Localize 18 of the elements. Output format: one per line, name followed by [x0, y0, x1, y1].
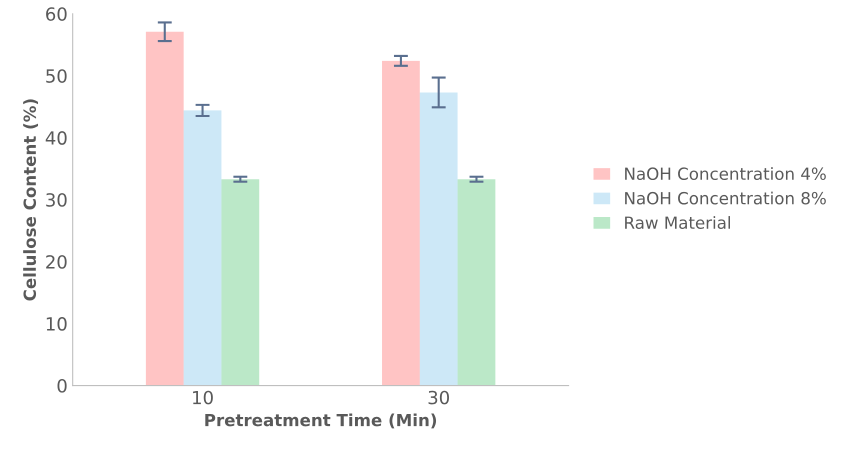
bar [458, 179, 496, 386]
y-tick-label: 40 [46, 131, 67, 145]
legend-label: Raw Material [625, 216, 730, 229]
y-tick-label: 30 [46, 193, 67, 207]
bar [420, 92, 458, 386]
y-tick-label: 60 [46, 7, 67, 21]
y-tick-label: 50 [46, 69, 67, 83]
legend-label: NaOH Concentration 4% [625, 167, 826, 180]
y-tick-label: 10 [46, 317, 67, 331]
y-tick-label: 0 [58, 379, 67, 393]
y-tick-label: 20 [46, 255, 67, 269]
legend-label: NaOH Concentration 8% [625, 192, 826, 204]
y-axis-title: Cellulose Content (%) [23, 99, 38, 301]
bar [382, 60, 420, 386]
bar [184, 110, 222, 386]
bar [146, 32, 184, 386]
bar [221, 179, 260, 386]
x-axis-title: Pretreatment Time (Min) [205, 413, 436, 428]
